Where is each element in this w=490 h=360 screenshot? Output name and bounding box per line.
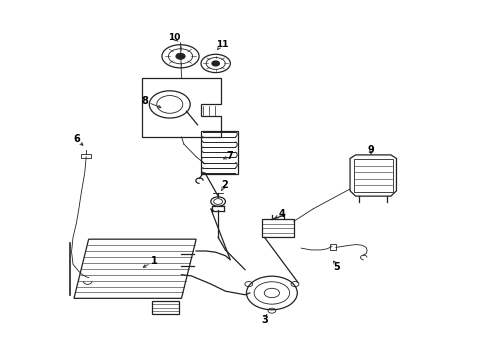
Text: 3: 3 [261,315,268,325]
Text: 8: 8 [142,96,148,106]
Ellipse shape [264,288,279,298]
Text: 11: 11 [216,40,228,49]
Text: 5: 5 [334,262,340,272]
Text: 9: 9 [368,144,374,154]
Text: 6: 6 [73,135,80,144]
Text: 1: 1 [151,256,158,266]
Text: 2: 2 [221,180,228,190]
Text: 4: 4 [278,209,285,219]
Ellipse shape [176,53,185,59]
Text: 10: 10 [168,33,180,42]
Ellipse shape [212,61,220,66]
Text: 7: 7 [226,150,233,161]
